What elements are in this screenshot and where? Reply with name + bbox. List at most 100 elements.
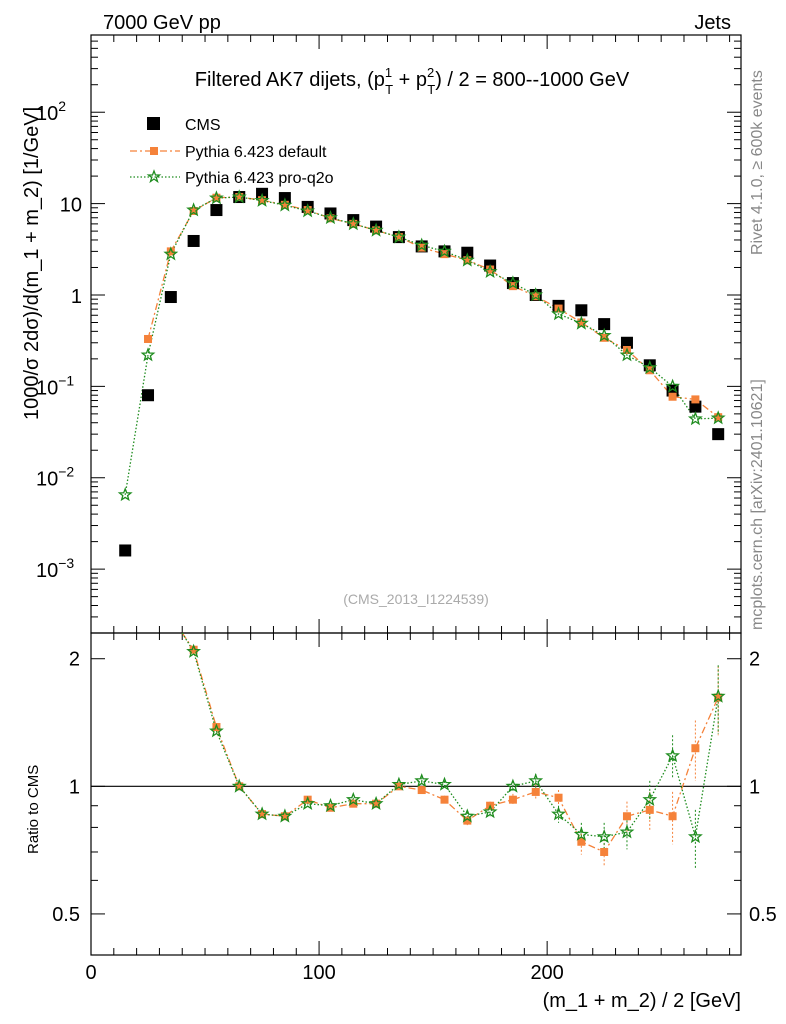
energy-label: 7000 GeV pp	[103, 12, 221, 34]
pythia-default-point	[714, 413, 723, 422]
ratio-axes: 0.5 0.5 1 1 2 2 0 100 200	[52, 633, 777, 984]
main-y-tick-label: 10−1	[36, 372, 74, 399]
ratio-pythia-proq2o-point	[323, 797, 338, 813]
pythia-proq2o-point	[414, 237, 430, 252]
ratio-pythia-default-point	[554, 793, 563, 802]
ratio-pythia-default-point	[258, 810, 267, 819]
ratio-pythia-default-point	[417, 786, 426, 795]
ratio-pythia-proq2o-point	[345, 791, 361, 806]
pythia-default-point	[166, 247, 175, 256]
pythia-proq2o-point	[117, 486, 133, 502]
legend-marker-cms	[147, 117, 160, 130]
mcplots-label: mcplots.cern.ch [arXiv:2401.10621]	[749, 379, 766, 630]
cms-data-point	[620, 336, 633, 349]
ratio-pythia-proq2o-line	[181, 632, 719, 838]
pythia-default-point	[280, 200, 289, 209]
legend-label-pythia-default: Pythia 6.423 default	[185, 144, 327, 161]
pythia-default-point	[258, 196, 267, 205]
ratio-pythia-default-point	[622, 812, 631, 821]
cms-data-point	[598, 318, 611, 331]
pythia-default-point	[372, 226, 381, 235]
ratio-y-tick-label: 2	[69, 649, 80, 671]
cms-data-point	[712, 428, 725, 441]
ratio-pythia-default-point	[212, 723, 221, 732]
pythia-default-point	[531, 292, 540, 301]
pythia-proq2o-point	[596, 327, 612, 342]
x-axis-title: (m_1 + m_2) / 2 [GeV]	[543, 990, 741, 1012]
pythia-proq2o-point	[254, 192, 270, 207]
rivet-version-label: Rivet 4.1.0, ≥ 600k events	[749, 70, 766, 255]
pythia-proq2o-point	[323, 209, 338, 225]
pythia-default-point	[326, 214, 335, 223]
main-series	[117, 187, 726, 557]
pythia-default-point	[303, 206, 312, 215]
main-y-tick-label: 10	[60, 195, 82, 217]
ratio-y-tick-label: 0.5	[52, 904, 80, 926]
main-y-tick-label: 1	[71, 286, 82, 308]
ratio-y-tick-label-right: 1	[749, 776, 760, 798]
ratio-pythia-default-point	[668, 812, 677, 821]
main-y-axis-title: 1000/σ 2dσ)/d(m_1 + m_2) [1/GeV]	[21, 107, 43, 420]
pythia-proq2o-point	[345, 216, 361, 231]
pythia-proq2o-point	[505, 275, 521, 290]
ratio-y-axis-title: Ratio to CMS	[25, 765, 42, 854]
pythia-proq2o-point	[391, 229, 407, 244]
legend: CMS Pythia 6.423 default Pythia 6.423 pr…	[130, 117, 334, 187]
ratio-pythia-proq2o-point	[505, 778, 521, 793]
pythia-proq2o-point	[140, 347, 156, 362]
pythia-proq2o-point	[277, 197, 293, 212]
pythia-proq2o-point	[368, 222, 384, 237]
ratio-plot-frame	[90, 632, 742, 956]
ratio-y-tick-label-right: 0.5	[749, 904, 777, 926]
legend-marker-pythia-default	[150, 147, 158, 155]
pythia-default-point	[577, 318, 586, 327]
pythia-default-line	[147, 196, 719, 418]
ratio-pythia-default-point	[531, 787, 540, 796]
ratio-pythia-default-point	[577, 837, 586, 846]
ratio-pythia-default-point	[372, 799, 381, 808]
ratio-pythia-proq2o-point	[254, 806, 270, 821]
ratio-pythia-default-point	[303, 795, 312, 804]
pythia-proq2o-point	[186, 202, 202, 217]
ratio-pythia-proq2o-point	[414, 773, 430, 788]
ratio-pythia-default-point	[235, 782, 244, 791]
pythia-proq2o-point	[437, 243, 452, 258]
ratio-pythia-default-point	[463, 816, 472, 825]
ratio-pythia-default-line	[181, 632, 719, 853]
pythia-proq2o-point	[619, 347, 635, 362]
ratio-pythia-proq2o-point	[231, 778, 247, 793]
pythia-proq2o-point	[231, 189, 247, 204]
pythia-proq2o-point	[528, 287, 544, 302]
legend-marker-pythia-proq2o	[146, 169, 162, 184]
x-tick-label: 200	[530, 962, 563, 984]
pythia-default-point	[668, 392, 677, 401]
legend-label-cms: CMS	[185, 117, 221, 134]
analysis-id-watermark: (CMS_2013_I1224539)	[343, 591, 489, 607]
ratio-pythia-proq2o-point	[368, 795, 384, 810]
ratio-series	[181, 632, 726, 869]
ratio-pythia-proq2o-point	[619, 824, 635, 839]
main-axes: 10−3 10−2 10−1 1 10 102	[36, 34, 741, 634]
pythia-proq2o-point	[551, 306, 567, 321]
pythia-default-point	[463, 256, 472, 265]
ratio-pythia-proq2o-point	[596, 828, 612, 844]
cms-data-point	[210, 204, 223, 217]
x-tick-label: 0	[85, 962, 96, 984]
pythia-proq2o-point	[642, 359, 658, 375]
ratio-pythia-default-point	[691, 744, 700, 753]
pythia-default-point	[349, 219, 358, 228]
legend-label-pythia-proq2o: Pythia 6.423 pro-q2o	[185, 170, 334, 187]
ratio-pythia-proq2o-point	[277, 808, 293, 823]
x-tick-label: 100	[302, 962, 335, 984]
ratio-pythia-proq2o-point	[208, 723, 224, 738]
pythia-proq2o-point	[208, 190, 224, 205]
pythia-default-point	[144, 334, 153, 343]
cms-data-point	[689, 400, 702, 413]
ratio-pythia-default-point	[280, 812, 289, 821]
pythia-default-point	[486, 265, 495, 274]
ratio-pythia-default-point	[440, 795, 449, 804]
pythia-default-point	[235, 193, 244, 202]
ratio-pythia-proq2o-point	[528, 773, 544, 788]
ratio-pythia-proq2o-point	[459, 808, 475, 823]
